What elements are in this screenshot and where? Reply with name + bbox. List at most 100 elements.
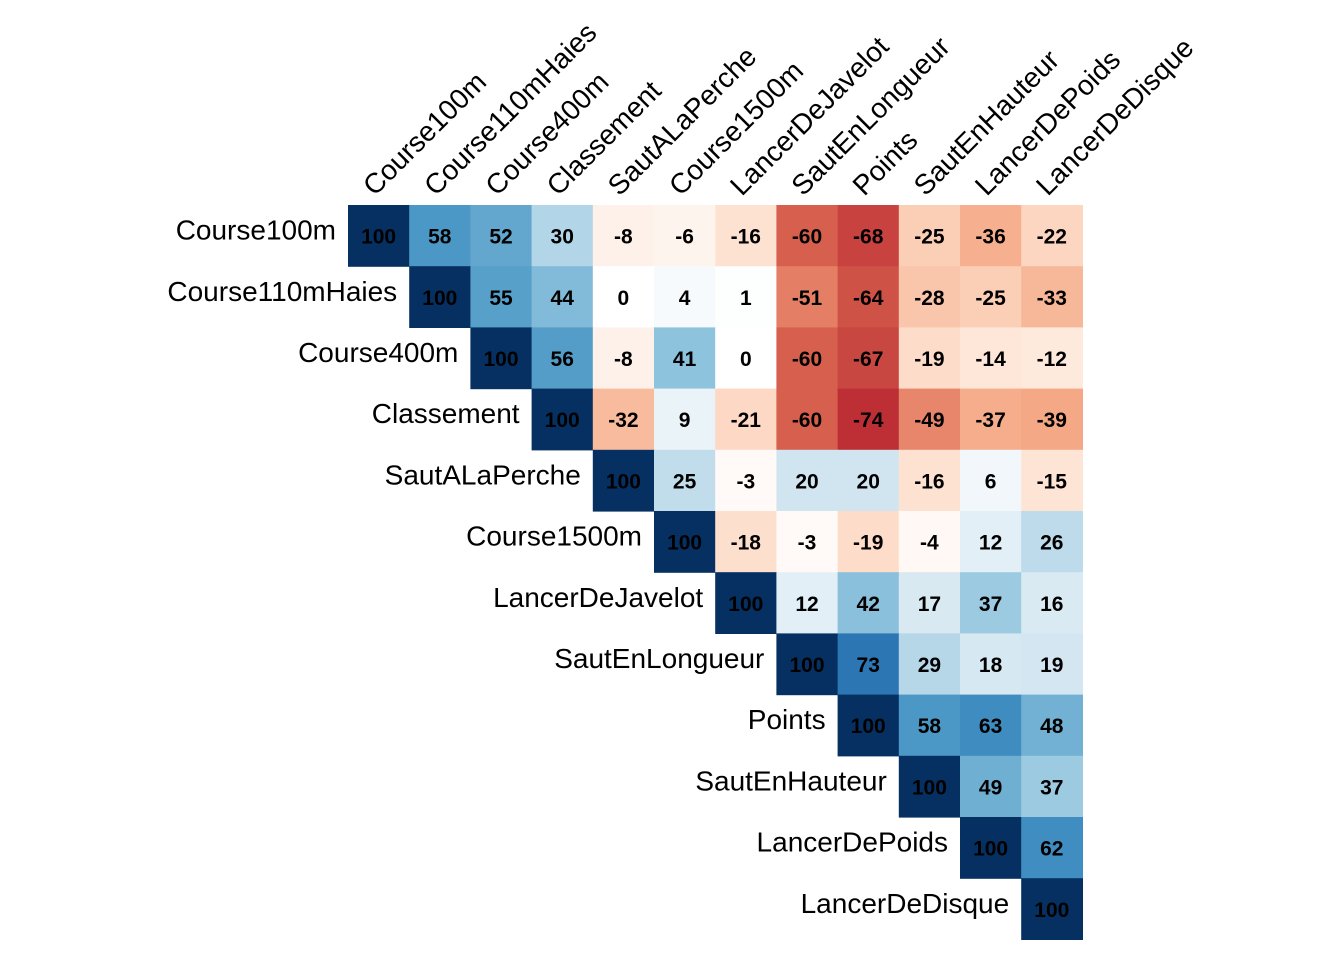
heatmap-cell-course100m-course400m [470, 205, 533, 267]
cell-value-label: -3 [798, 532, 817, 555]
heatmap-cell-course400m-course1500m [654, 327, 716, 390]
heatmap-cell-sautenlongueur-sautenhauteur [898, 633, 961, 696]
heatmap-cell-sautalaperche-lancerdepoids [960, 449, 1022, 512]
cell-value-label: 56 [551, 348, 574, 371]
heatmap-cell-course100m-sautenhauteur [898, 205, 961, 267]
cell-value-label: -8 [614, 348, 633, 371]
heatmap-cell-course1500m-lancerdedisque [1021, 511, 1083, 573]
heatmap-cell-course1500m-course1500m [654, 511, 716, 573]
heatmap-cell-lancerdejavelot-sautenhauteur [898, 572, 961, 634]
cell-value-label: -49 [914, 409, 944, 432]
heatmap-cell-course110mhaies-lancerdepoids [960, 266, 1022, 328]
row-label-course400m: Course400m [298, 337, 458, 368]
heatmap-cell-classement-course1500m [654, 388, 716, 451]
cell-value-label: -36 [975, 226, 1005, 249]
heatmap-cell-points-sautenhauteur [898, 694, 961, 757]
cell-value-label: -22 [1037, 226, 1067, 249]
cell-value-label: 100 [667, 532, 702, 555]
cell-value-label: 55 [489, 287, 513, 310]
cell-value-label: 20 [795, 470, 818, 493]
heatmap-cell-course1500m-sautenhauteur [898, 511, 961, 573]
cell-value-label: -60 [792, 409, 822, 432]
heatmap-cell-course400m-lancerdepoids [960, 327, 1022, 390]
heatmap-cell-course400m-lancerdejavelot [715, 327, 777, 390]
heatmap-cell-course400m-classement [531, 327, 594, 390]
heatmap-cell-points-points [837, 694, 900, 757]
cell-value-label: -8 [614, 226, 633, 249]
cell-value-label: 44 [551, 287, 575, 310]
heatmap-cell-course1500m-points [837, 511, 900, 573]
heatmap-cell-course100m-course1500m [654, 205, 716, 267]
cell-value-label: 26 [1040, 532, 1063, 555]
cell-value-label: -33 [1037, 287, 1067, 310]
cell-value-label: 58 [428, 226, 452, 249]
heatmap-cell-course400m-course400m [470, 327, 533, 390]
cell-value-label: 0 [618, 287, 630, 310]
cell-value-label: 58 [918, 715, 942, 738]
heatmap-cell-course100m-lancerdejavelot [715, 205, 777, 267]
heatmap-cell-course110mhaies-points [837, 266, 900, 328]
cell-value-label: -15 [1037, 470, 1068, 493]
cell-value-label: 37 [1040, 776, 1063, 799]
cell-value-label: 100 [851, 715, 886, 738]
cell-value-label: -3 [736, 470, 755, 493]
cell-value-label: 100 [483, 348, 518, 371]
heatmap-cell-course110mhaies-lancerdejavelot [715, 266, 777, 328]
cell-value-label: 100 [422, 287, 457, 310]
heatmap-cell-classement-sautalaperche [592, 388, 655, 451]
row-label-points: Points [748, 704, 826, 735]
cell-value-label: 0 [740, 348, 752, 371]
heatmap-cell-course100m-classement [531, 205, 594, 267]
heatmap-cell-sautalaperche-course1500m [654, 449, 716, 512]
cell-value-label: 19 [1040, 654, 1063, 677]
heatmap-cell-classement-lancerdejavelot [715, 388, 777, 451]
cell-value-label: 25 [673, 470, 697, 493]
heatmap-cell-course110mhaies-sautenhauteur [898, 266, 961, 328]
heatmap-cell-sautenlongueur-sautenlongueur [776, 633, 839, 696]
heatmap-cell-points-lancerdepoids [960, 694, 1022, 757]
cell-value-label: -32 [608, 409, 638, 432]
cell-value-label: 62 [1040, 838, 1063, 861]
cell-value-label: 49 [979, 776, 1002, 799]
heatmap-cell-sautenlongueur-lancerdepoids [960, 633, 1022, 696]
row-label-classement: Classement [372, 398, 520, 429]
heatmap-cell-course100m-sautenlongueur [776, 205, 839, 267]
row-label-sautenlongueur: SautEnLongueur [554, 643, 764, 674]
cell-value-label: 30 [551, 226, 574, 249]
row-label-course110mhaies: Course110mHaies [167, 276, 397, 307]
cell-value-label: -74 [853, 409, 884, 432]
heatmap-cell-classement-classement [531, 388, 594, 451]
heatmap-cell-course400m-sautalaperche [592, 327, 655, 390]
heatmap-cell-course1500m-lancerdejavelot [715, 511, 777, 573]
heatmap-cell-course400m-points [837, 327, 900, 390]
row-label-course100m: Course100m [176, 215, 336, 246]
heatmap-cell-course100m-lancerdedisque [1021, 205, 1083, 267]
heatmap-cell-points-lancerdedisque [1021, 694, 1083, 757]
cell-value-label: 41 [673, 348, 697, 371]
cell-value-label: 100 [606, 470, 641, 493]
cell-value-label: -6 [675, 226, 694, 249]
cell-value-label: 17 [918, 593, 941, 616]
cell-value-label: -25 [914, 226, 945, 249]
heatmap-cell-course110mhaies-sautalaperche [592, 266, 655, 328]
heatmap-cell-course1500m-lancerdepoids [960, 511, 1022, 573]
cell-value-label: 42 [857, 593, 880, 616]
heatmap-cell-lancerdejavelot-lancerdedisque [1021, 572, 1083, 634]
heatmap-cell-sautalaperche-sautalaperche [592, 449, 655, 512]
heatmap-cell-course100m-course110mhaies [409, 205, 471, 267]
heatmap-cell-course400m-lancerdedisque [1021, 327, 1083, 390]
heatmap-cell-course110mhaies-classement [531, 266, 594, 328]
heatmap-cell-classement-lancerdepoids [960, 388, 1022, 451]
heatmap-cell-sautenlongueur-points [837, 633, 900, 696]
cell-value-label: 100 [1034, 899, 1069, 922]
heatmap-cell-course100m-lancerdepoids [960, 205, 1022, 267]
heatmap-cell-sautalaperche-sautenlongueur [776, 449, 839, 512]
cell-value-label: -16 [731, 226, 761, 249]
cell-value-label: -60 [792, 348, 822, 371]
heatmap-cell-course400m-sautenlongueur [776, 327, 839, 390]
cell-value-label: 63 [979, 715, 1002, 738]
heatmap-cell-sautenlongueur-lancerdedisque [1021, 633, 1083, 696]
heatmap-cell-sautalaperche-sautenhauteur [898, 449, 961, 512]
